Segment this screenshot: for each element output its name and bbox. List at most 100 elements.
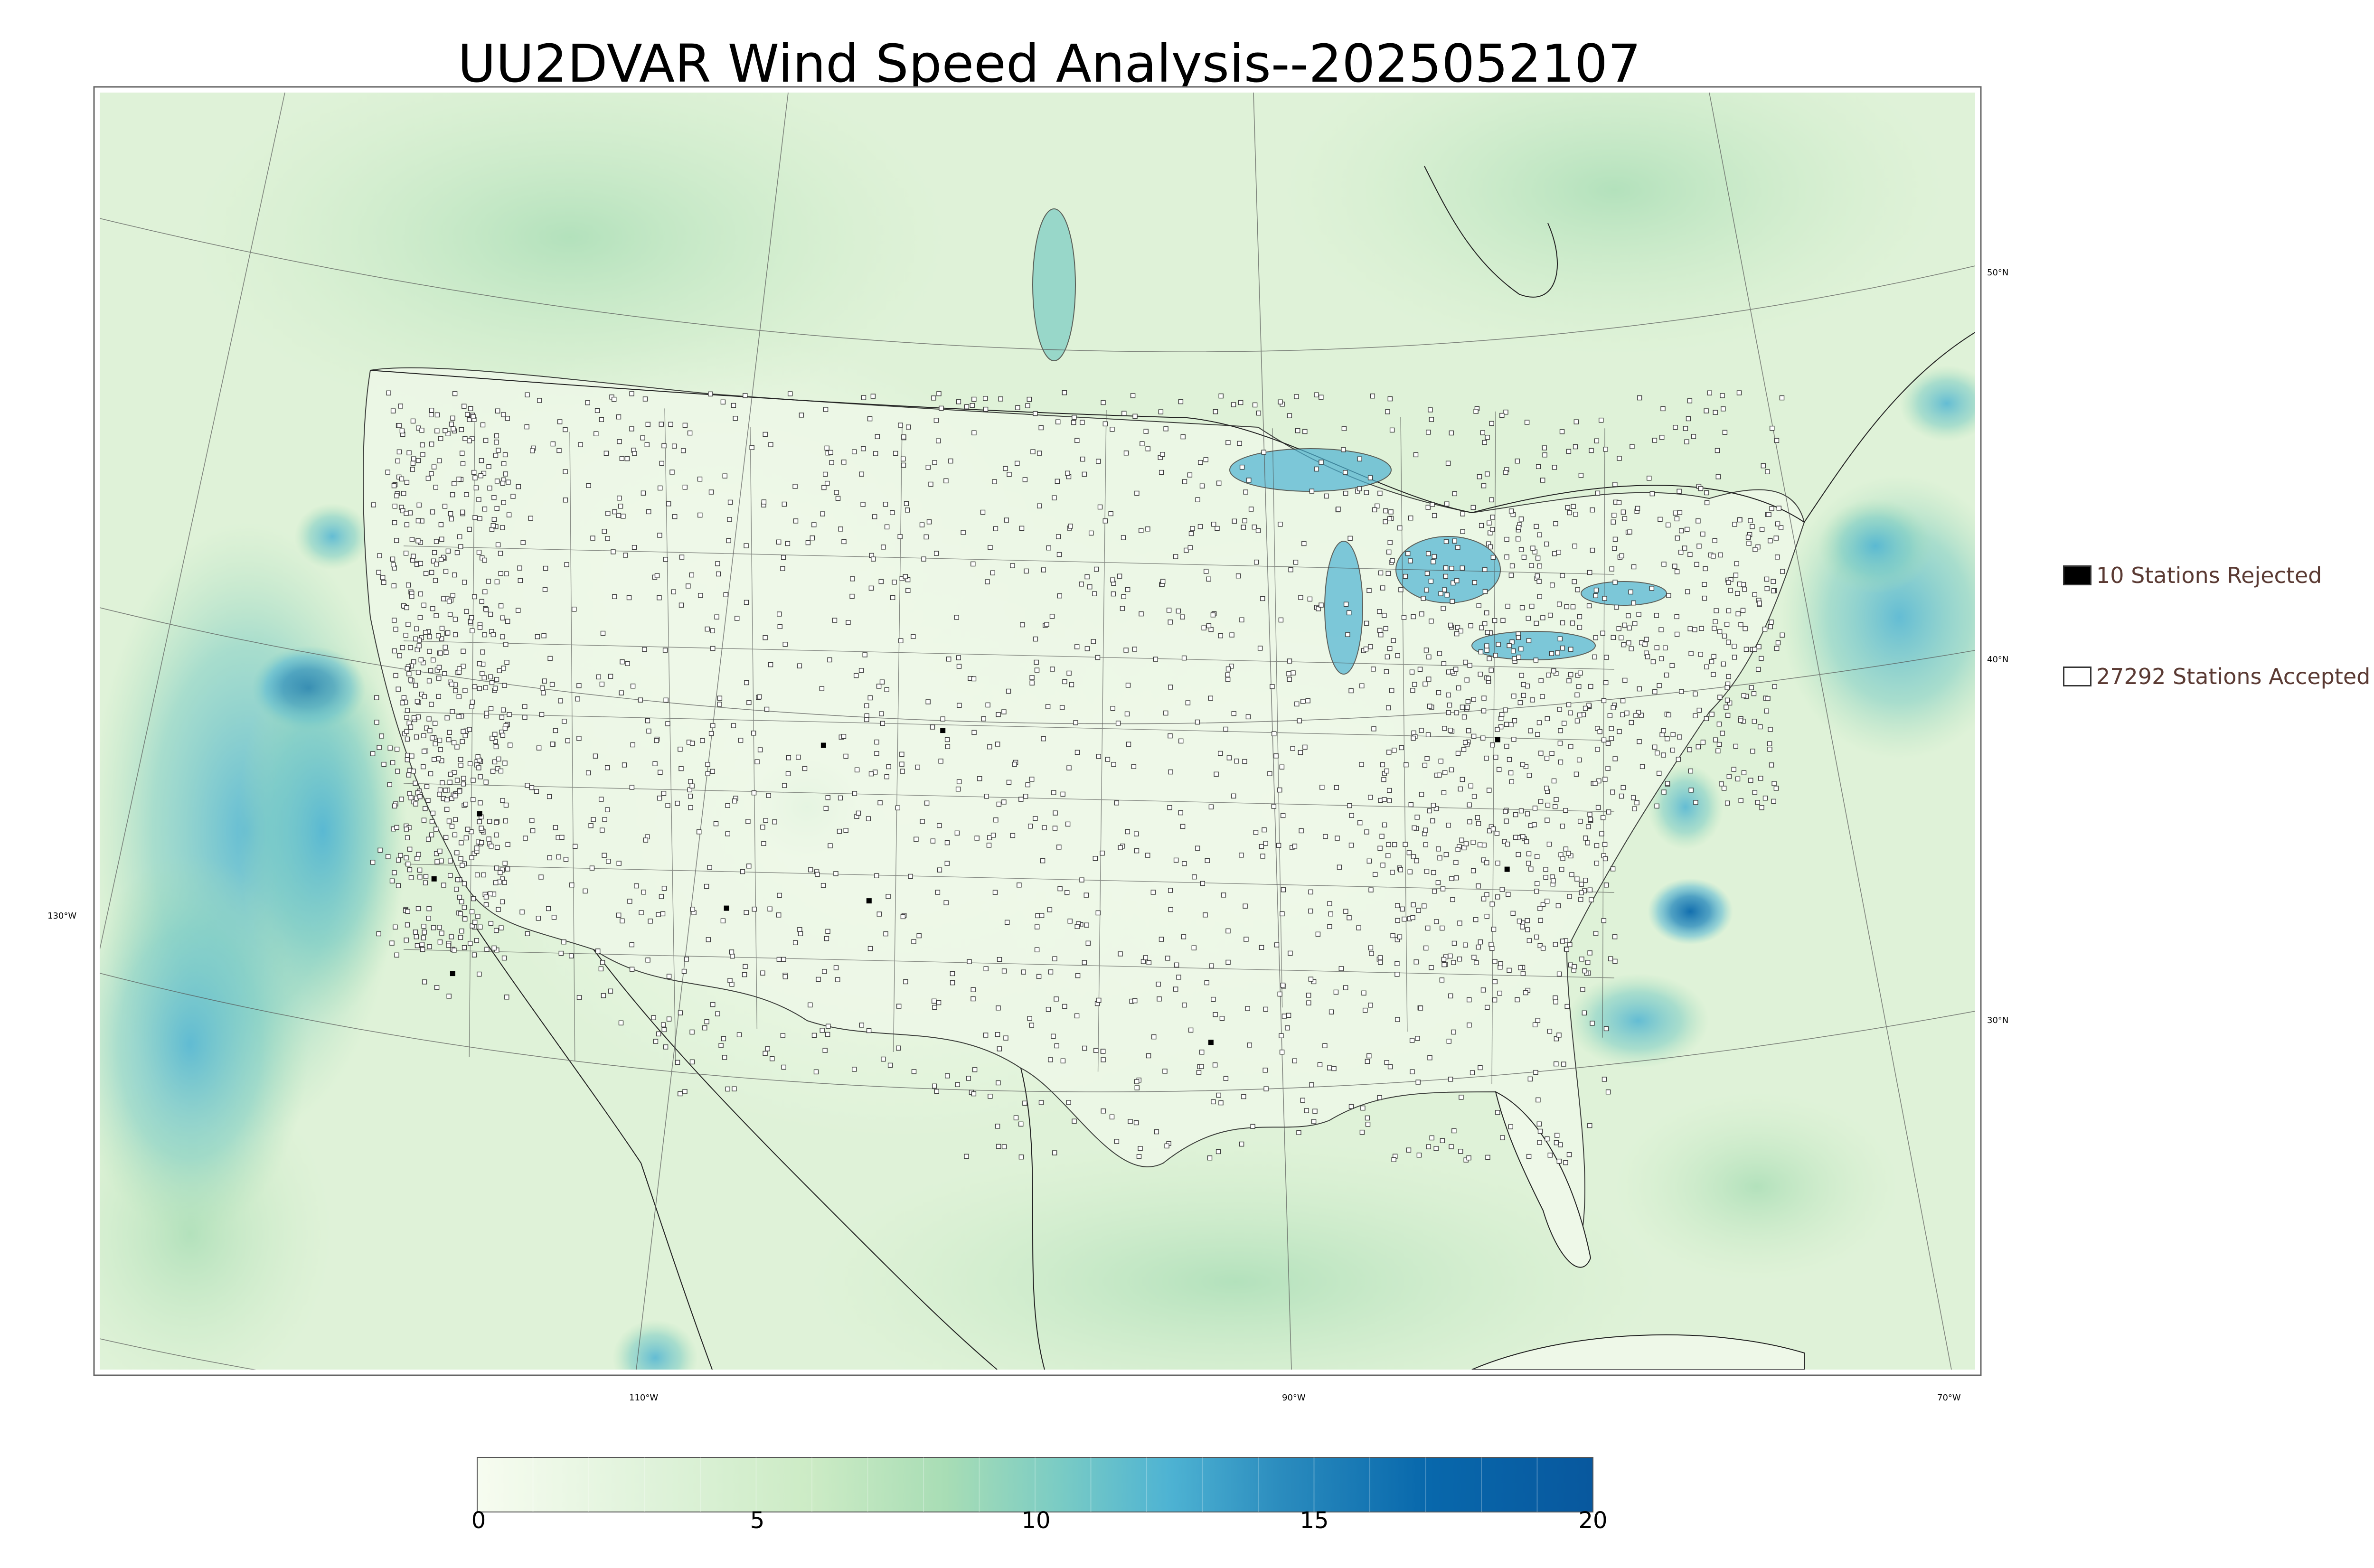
station-marker — [1395, 918, 1400, 923]
station-marker — [419, 942, 425, 947]
station-marker — [1125, 683, 1131, 688]
station-marker — [1200, 881, 1206, 886]
station-marker — [503, 642, 509, 647]
station-marker — [980, 509, 986, 515]
station-marker — [493, 744, 499, 750]
station-marker — [1476, 821, 1481, 826]
station-marker — [752, 906, 757, 912]
station-marker — [696, 829, 702, 835]
station-marker — [721, 1036, 726, 1042]
station-marker — [1688, 768, 1694, 774]
station-marker — [1403, 842, 1408, 847]
station-marker — [1001, 968, 1007, 974]
station-marker — [1034, 947, 1040, 953]
station-marker — [970, 561, 976, 567]
station-marker — [1631, 600, 1636, 606]
station-marker — [1616, 500, 1622, 505]
station-marker — [1441, 606, 1446, 611]
station-marker — [1500, 618, 1506, 623]
station-marker — [1481, 708, 1487, 714]
station-marker — [1431, 803, 1436, 808]
station-marker — [641, 490, 646, 496]
station-marker — [822, 969, 827, 974]
station-marker — [1670, 747, 1676, 753]
station-marker — [892, 579, 897, 585]
station-marker — [932, 1083, 937, 1089]
station-marker — [408, 677, 413, 683]
station-marker — [1461, 747, 1467, 752]
station-marker — [477, 686, 482, 691]
station-marker — [1556, 1033, 1562, 1038]
station-marker — [1180, 434, 1186, 440]
station-marker — [1759, 805, 1764, 810]
station-marker — [1485, 471, 1490, 477]
station-marker — [982, 396, 988, 401]
station-marker — [996, 1005, 1001, 1011]
station-marker — [705, 626, 710, 632]
station-marker — [1507, 643, 1512, 648]
station-marker — [1243, 489, 1248, 495]
rejected-swatch — [2063, 565, 2091, 585]
station-marker — [1345, 632, 1350, 637]
station-marker — [1487, 520, 1492, 526]
station-marker — [1678, 549, 1684, 555]
station-marker — [777, 892, 782, 898]
station-marker — [1423, 945, 1429, 951]
station-marker — [734, 616, 740, 621]
station-marker — [1665, 522, 1671, 528]
station-marker — [529, 785, 535, 790]
station-marker — [905, 577, 911, 582]
station-marker — [498, 603, 504, 609]
station-marker — [1197, 524, 1203, 529]
station-marker — [1600, 815, 1606, 820]
station-marker — [1498, 724, 1504, 730]
station-marker — [1441, 790, 1447, 796]
station-marker — [404, 511, 409, 516]
station-marker — [744, 600, 749, 605]
station-marker — [1438, 591, 1443, 596]
station-marker — [684, 957, 689, 962]
lat-label-40n: 40°N — [1987, 655, 2008, 665]
station-marker — [761, 499, 767, 505]
station-marker — [971, 730, 977, 735]
station-marker — [1635, 506, 1640, 511]
station-marker — [1707, 390, 1712, 395]
station-marker — [1703, 566, 1708, 572]
station-marker — [1203, 457, 1209, 462]
station-marker — [689, 741, 695, 746]
station-marker — [653, 1039, 659, 1044]
station-marker — [1556, 971, 1562, 977]
station-marker — [1118, 845, 1123, 850]
station-marker — [1204, 980, 1210, 986]
station-marker — [390, 408, 396, 413]
station-marker — [1630, 444, 1635, 449]
station-marker — [460, 509, 465, 515]
station-marker — [1121, 411, 1127, 416]
station-marker — [688, 793, 693, 799]
station-marker — [1636, 612, 1641, 617]
station-marker — [815, 872, 820, 877]
station-marker — [903, 979, 908, 985]
station-marker — [1570, 604, 1576, 610]
station-marker — [743, 964, 748, 969]
station-marker — [1498, 716, 1504, 721]
station-marker — [1629, 646, 1634, 651]
pacific-wind-region — [100, 854, 309, 1234]
station-marker — [876, 684, 882, 689]
station-marker — [553, 825, 558, 830]
station-marker — [408, 645, 413, 650]
colorbar-tick-20: 20 — [1578, 1507, 1608, 1534]
station-marker — [1159, 469, 1164, 475]
station-marker — [370, 860, 376, 865]
station-marker — [599, 681, 605, 687]
station-marker — [977, 776, 982, 781]
station-marker — [1024, 568, 1029, 574]
station-marker — [899, 761, 904, 767]
station-marker — [874, 751, 879, 756]
station-marker — [1715, 448, 1720, 453]
station-marker — [1762, 626, 1768, 632]
station-marker — [828, 843, 833, 848]
station-marker — [539, 712, 545, 717]
station-marker — [1377, 959, 1383, 965]
station-marker — [405, 666, 410, 672]
